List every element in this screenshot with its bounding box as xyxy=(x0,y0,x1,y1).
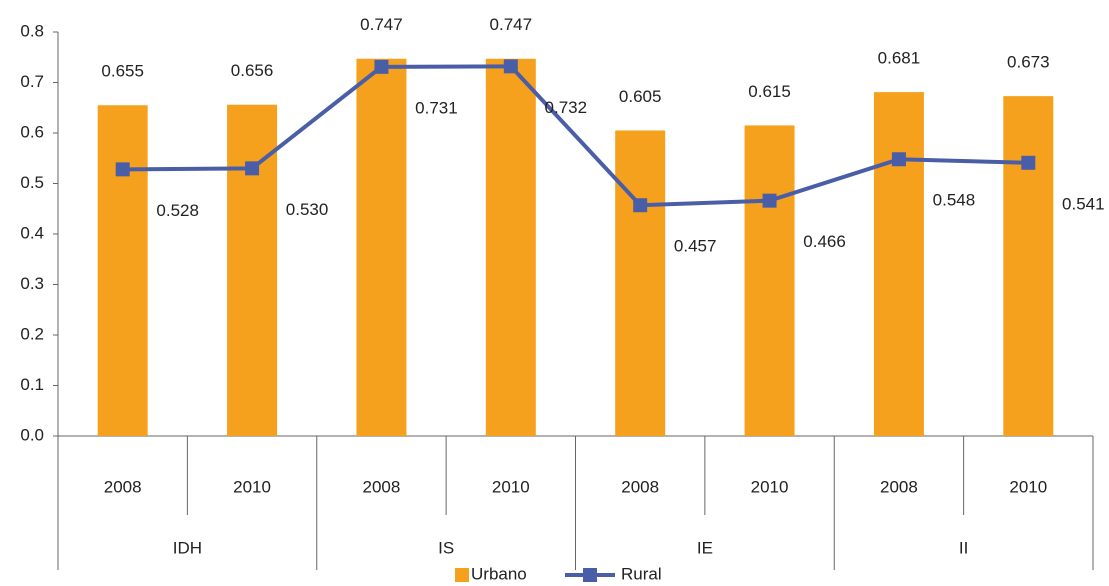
bar xyxy=(615,130,666,436)
line-value-label: 0.466 xyxy=(803,232,846,251)
legend-marker xyxy=(583,568,597,582)
line-marker xyxy=(245,161,260,176)
bar-value-label: 0.681 xyxy=(878,49,921,68)
group-label: II xyxy=(959,538,968,557)
line-value-label: 0.530 xyxy=(286,200,329,219)
group-label: IDH xyxy=(173,538,202,557)
x-tick-label: 2008 xyxy=(104,477,142,496)
bar-value-label: 0.605 xyxy=(619,87,662,106)
x-tick-label: 2008 xyxy=(363,477,401,496)
y-tick-label: 0.5 xyxy=(20,173,44,192)
y-tick-label: 0.0 xyxy=(20,425,44,444)
line-marker xyxy=(633,198,648,213)
bar-value-label: 0.655 xyxy=(101,62,144,81)
line xyxy=(122,64,1029,208)
group-label: IS xyxy=(438,538,454,557)
x-tick-label: 2010 xyxy=(751,477,789,496)
bar xyxy=(485,58,536,436)
y-tick-label: 0.3 xyxy=(20,274,44,293)
y-tick-label: 0.8 xyxy=(20,21,44,40)
legend-label: Rural xyxy=(621,564,662,583)
bar-value-label: 0.673 xyxy=(1007,53,1050,72)
x-tick-label: 2008 xyxy=(621,477,659,496)
bar xyxy=(227,104,278,436)
x-tick-label: 2010 xyxy=(492,477,530,496)
line-value-label: 0.548 xyxy=(933,191,976,210)
line-marker xyxy=(374,59,389,74)
bar xyxy=(356,58,407,436)
line-value-label: 0.457 xyxy=(674,237,717,256)
x-tick-label: 2010 xyxy=(233,477,271,496)
y-tick-label: 0.2 xyxy=(20,324,44,343)
line-marker xyxy=(762,193,777,208)
line-marker xyxy=(1021,155,1036,170)
line-value-label: 0.528 xyxy=(156,201,199,220)
legend-label: Urbano xyxy=(471,564,527,583)
bar-value-label: 0.615 xyxy=(748,82,791,101)
bar-value-label: 0.747 xyxy=(360,15,403,34)
bar xyxy=(744,125,795,437)
line-value-label: 0.732 xyxy=(545,98,588,117)
group-label: IE xyxy=(697,538,713,557)
bar-value-label: 0.747 xyxy=(490,15,533,34)
line-value-label: 0.731 xyxy=(415,98,458,117)
y-tick-label: 0.4 xyxy=(20,223,44,242)
legend-swatch xyxy=(455,568,469,582)
bar xyxy=(873,92,924,436)
line-marker xyxy=(891,152,906,167)
y-tick-label: 0.1 xyxy=(20,375,44,394)
bar xyxy=(97,105,148,436)
y-tick-label: 0.7 xyxy=(20,72,44,91)
bar-value-label: 0.656 xyxy=(231,61,274,80)
line-marker xyxy=(115,162,130,177)
x-tick-label: 2010 xyxy=(1009,477,1047,496)
bar xyxy=(1003,96,1054,436)
line-value-label: 0.541 xyxy=(1062,194,1105,213)
line-marker xyxy=(503,59,518,74)
x-tick-label: 2008 xyxy=(880,477,918,496)
y-tick-label: 0.6 xyxy=(20,122,44,141)
